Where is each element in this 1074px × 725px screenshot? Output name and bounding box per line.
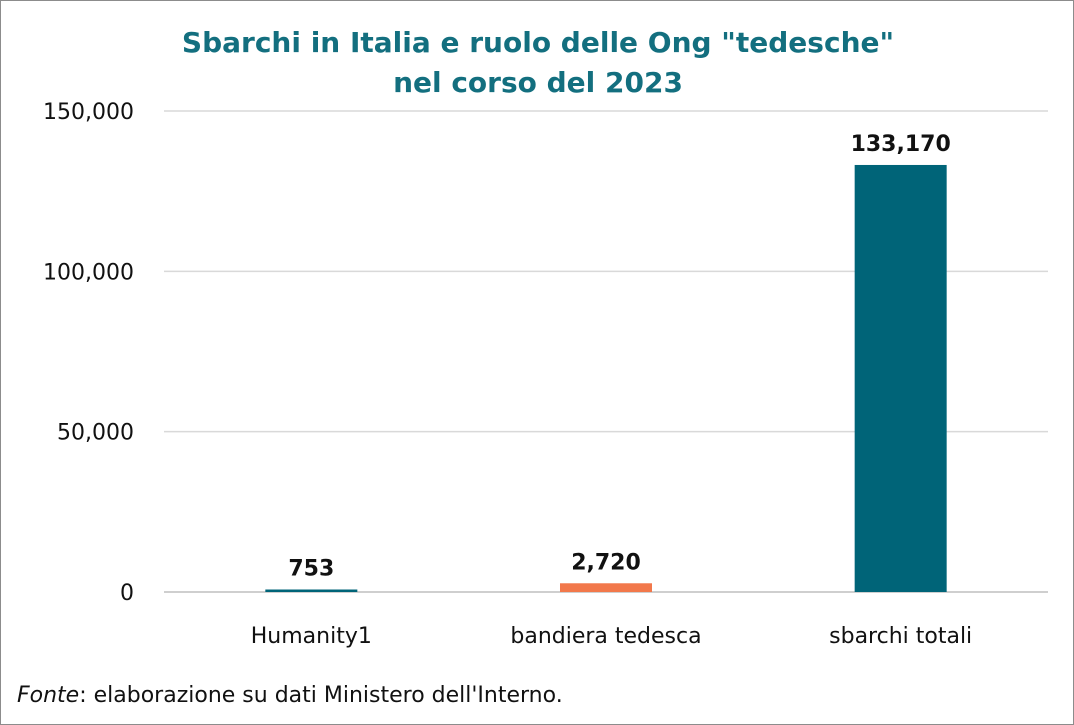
- category-label: sbarchi totali: [829, 624, 972, 649]
- chart-title: Sbarchi in Italia e ruolo delle Ong "ted…: [1, 23, 1074, 103]
- y-tick-label: 150,000: [43, 100, 134, 125]
- bar: [854, 164, 947, 592]
- chart-title-line-1: Sbarchi in Italia e ruolo delle Ong "ted…: [181, 26, 895, 59]
- data-label: 753: [288, 557, 334, 582]
- y-tick-label: 0: [120, 581, 134, 606]
- source-text: : elaborazione su dati Ministero dell'In…: [79, 683, 563, 708]
- category-label: Humanity1: [251, 624, 372, 649]
- bar: [265, 589, 358, 592]
- y-tick-label: 100,000: [43, 260, 134, 285]
- chart-title-line-2: nel corso del 2023: [393, 66, 683, 99]
- bar: [560, 583, 652, 592]
- y-tick-label: 50,000: [57, 421, 134, 446]
- source-note: Fonte: elaborazione su dati Ministero de…: [17, 683, 563, 708]
- data-label: 133,170: [851, 132, 951, 157]
- source-prefix: Fonte: [17, 683, 80, 708]
- data-label: 2,720: [571, 550, 641, 575]
- category-label: bandiera tedesca: [510, 624, 701, 649]
